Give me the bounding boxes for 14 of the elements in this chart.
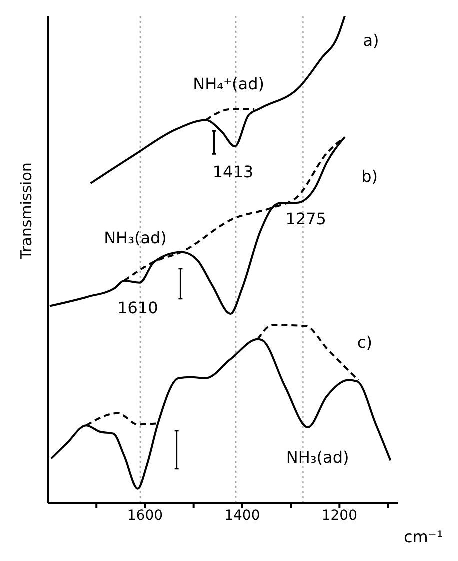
- annotation: 1610: [118, 298, 158, 318]
- annotation: c): [357, 332, 372, 352]
- annotation: NH₃(ad): [104, 228, 167, 248]
- x-tick-label: 1400: [224, 508, 260, 524]
- y-axis-title: Transmission: [17, 162, 36, 260]
- annotation: 1275: [286, 210, 326, 229]
- x-tick-label: 1200: [322, 508, 358, 524]
- annotation: NH₄⁺(ad): [193, 74, 264, 94]
- x-tick-label: 1600: [127, 508, 164, 524]
- annotation: a): [363, 30, 380, 50]
- x-axis-title: cm⁻¹: [404, 528, 444, 547]
- annotation: b): [362, 167, 378, 186]
- annotation: NH₃(ad): [286, 448, 350, 468]
- annotation: 1413: [212, 162, 254, 182]
